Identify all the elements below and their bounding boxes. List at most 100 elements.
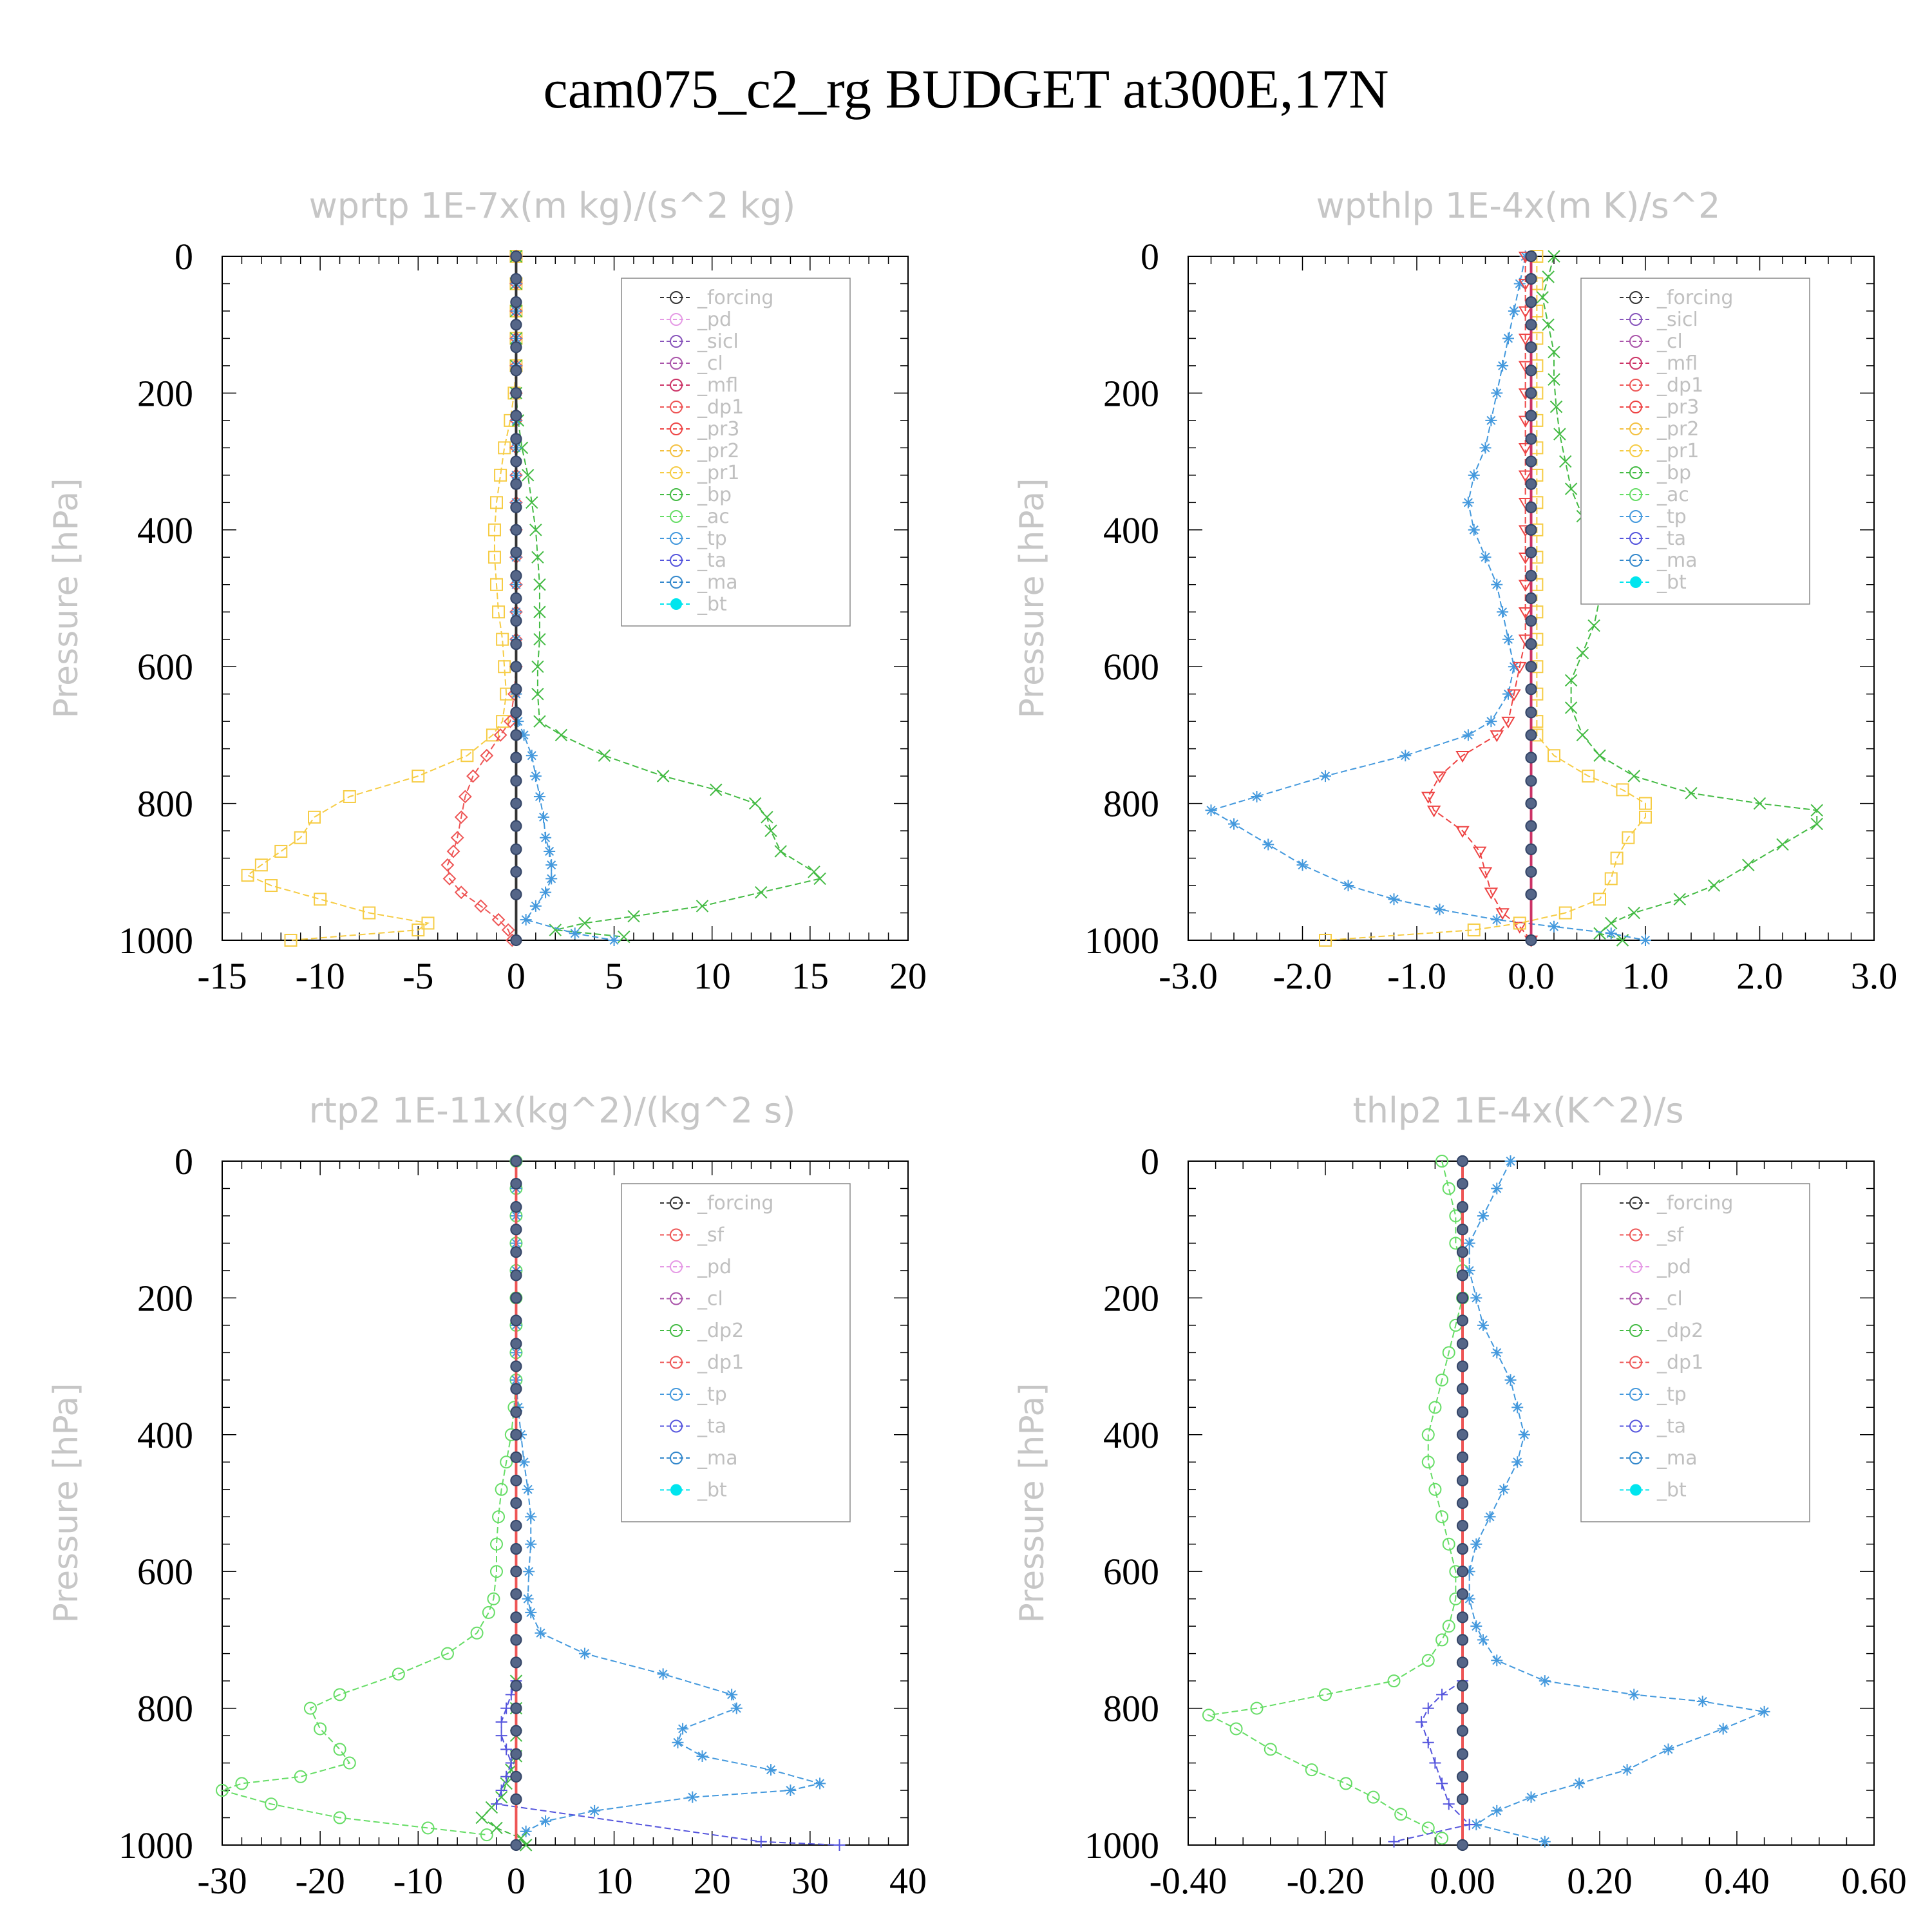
data-point: [1573, 1777, 1586, 1790]
legend-label: _cl: [1656, 1288, 1683, 1311]
legend-item: _ta: [660, 549, 726, 572]
legend-item: _bp: [660, 484, 732, 506]
data-point: [510, 1702, 522, 1714]
legend: _forcing_sicl_cl_mfl_dp1_pr3_pr2_pr1_bp_…: [1580, 278, 1810, 605]
series-line: [220, 1161, 517, 1836]
series-tp: [1463, 1155, 1770, 1848]
legend-label: _pr1: [1656, 440, 1699, 462]
data-point: [510, 1793, 522, 1805]
data-point: [490, 578, 503, 591]
data-point: [510, 1748, 522, 1760]
legend-marker: [1629, 291, 1642, 304]
y-tick-label: 400: [1103, 1414, 1159, 1456]
data-point: [1470, 1819, 1482, 1831]
data-point: [1525, 706, 1537, 719]
x-tick-label: -1.0: [1387, 955, 1446, 997]
data-point: [494, 468, 507, 482]
legend-item: _dp1: [660, 1352, 744, 1374]
data-point: [1456, 1519, 1469, 1532]
data-point: [510, 1451, 522, 1463]
y-tick-label: 600: [137, 1551, 193, 1593]
data-point: [510, 614, 522, 627]
data-point: [1525, 614, 1537, 627]
series-dp1: [216, 1155, 523, 1842]
data-point: [1518, 443, 1533, 455]
data-point: [1587, 619, 1600, 632]
data-point: [764, 824, 777, 837]
legend-label: _forcing: [1656, 1192, 1733, 1215]
legend-marker: [670, 422, 683, 435]
data-point: [454, 810, 468, 824]
data-point: [1320, 770, 1331, 782]
data-point: [1339, 1777, 1352, 1790]
data-point: [510, 1680, 522, 1692]
legend-marker: [670, 554, 683, 567]
data-point: [493, 728, 507, 742]
data-point: [627, 910, 640, 923]
legend-item: _pr3: [660, 418, 739, 440]
data-point: [510, 752, 522, 764]
data-point: [442, 872, 457, 886]
data-point: [730, 1702, 743, 1714]
legend-label: _sf: [697, 1224, 725, 1247]
data-point: [1456, 1314, 1469, 1327]
data-point: [1456, 1246, 1469, 1258]
legend-marker: [1629, 444, 1642, 457]
data-point: [474, 899, 488, 913]
data-point: [518, 729, 530, 741]
legend-label: _ta: [697, 549, 726, 572]
legend-item: _bt: [660, 593, 727, 616]
data-point: [774, 845, 787, 858]
data-point: [1435, 1832, 1449, 1845]
data-point: [510, 1292, 522, 1304]
data-point: [1455, 826, 1470, 838]
legend-item: _forcing: [660, 1192, 773, 1215]
data-point: [755, 886, 768, 899]
data-point: [1685, 786, 1698, 800]
legend-item: _bt: [660, 1479, 727, 1502]
data-point: [1319, 1688, 1332, 1701]
data-point: [501, 923, 515, 937]
panel-wprtp: wprtp 1E-7x(m kg)/(s^2 kg) Pressure [hPa]…: [47, 185, 927, 997]
legend-label: _pd: [1656, 1256, 1691, 1278]
data-point: [510, 365, 522, 377]
data-point: [1442, 1182, 1455, 1195]
plot-frame: [1188, 1160, 1875, 1846]
series-ta: [491, 1675, 846, 1851]
data-point: [1428, 1401, 1442, 1414]
data-point: [1456, 1201, 1469, 1213]
legend-label: _tp: [697, 527, 727, 550]
data-point: [656, 770, 670, 782]
data-point: [1463, 1566, 1475, 1578]
data-point: [784, 1785, 797, 1797]
data-point: [1479, 551, 1492, 564]
y-tick-label: 0: [1141, 236, 1159, 278]
legend-label: _ac: [697, 506, 730, 528]
panel-title: rtp2 1E-11x(kg^2)/(kg^2 s): [309, 1090, 796, 1131]
data-point: [1443, 1798, 1455, 1810]
minor-ticks: [1188, 256, 1875, 941]
series-dp1: [440, 249, 523, 947]
data-point: [510, 1725, 522, 1737]
data-point: [490, 1821, 503, 1835]
legend-marker: [1629, 1324, 1642, 1337]
x-tick-label: -15: [197, 955, 247, 997]
legend-marker: [670, 1260, 683, 1273]
data-point: [1511, 1401, 1524, 1414]
data-point: [1604, 872, 1618, 886]
data-point: [1502, 633, 1514, 645]
data-point: [523, 1566, 535, 1578]
series-pr1: [241, 250, 523, 947]
data-point: [1491, 1654, 1503, 1667]
data-point: [488, 551, 501, 564]
data-point: [1319, 934, 1332, 947]
data-point: [544, 845, 556, 857]
data-point: [1485, 414, 1497, 426]
data-point: [1422, 1702, 1434, 1714]
data-point: [1501, 716, 1515, 729]
data-point: [1388, 1835, 1400, 1848]
series-forcing: [510, 1155, 522, 1852]
legend-label: _dp1: [1656, 1352, 1703, 1374]
legend: _forcing _sf _pd _cl _dp2 _dp1 _tp _ta _ma _bt: [621, 1183, 851, 1522]
data-point: [1511, 1456, 1524, 1468]
